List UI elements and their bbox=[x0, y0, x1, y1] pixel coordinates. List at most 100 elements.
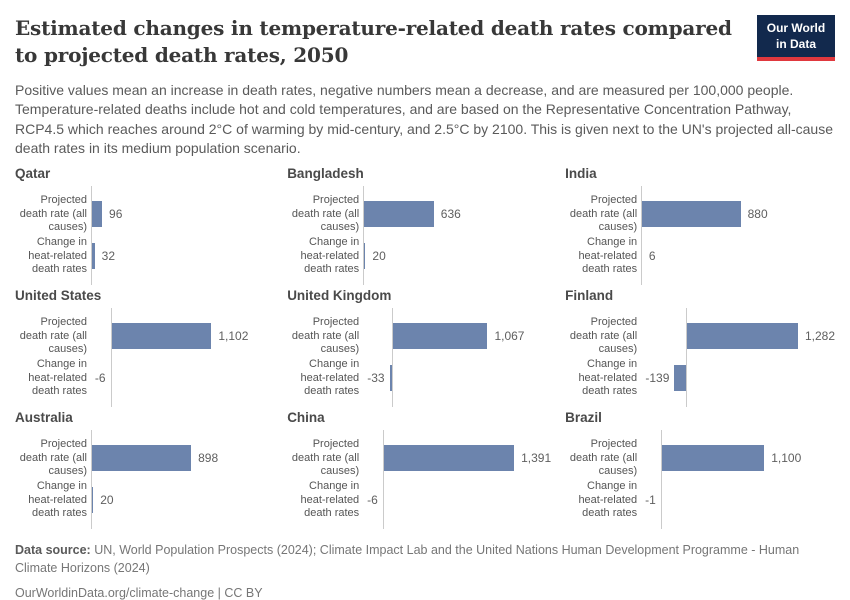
bar-category-label: Change in heat-related death rates bbox=[578, 480, 638, 519]
bar-category-label: Projected death rate (all causes) bbox=[291, 316, 360, 355]
bar[interactable] bbox=[382, 487, 384, 514]
positive-zone: 96 bbox=[91, 193, 273, 235]
bar[interactable] bbox=[91, 487, 94, 514]
country-panel: China Projected death rate (all causes) … bbox=[287, 410, 551, 530]
country-title: Bangladesh bbox=[287, 166, 364, 182]
country-title: Australia bbox=[15, 410, 73, 426]
bar-value-label: 1,067 bbox=[494, 329, 525, 344]
bar-value-label: 1,282 bbox=[804, 329, 835, 344]
bar-value-label: -1 bbox=[645, 493, 656, 508]
bar[interactable] bbox=[91, 201, 103, 228]
bar-row: Projected death rate (all causes) 636 bbox=[287, 193, 551, 235]
bar[interactable] bbox=[110, 365, 112, 392]
bar[interactable] bbox=[383, 445, 515, 472]
bar-value-label: 898 bbox=[198, 451, 219, 466]
zero-axis-line bbox=[660, 430, 662, 530]
bar-value-label: -6 bbox=[367, 493, 378, 508]
positive-zone bbox=[392, 357, 551, 399]
bar-chart: Projected death rate (all causes) 96 Cha… bbox=[15, 186, 273, 286]
bar-category-label: Change in heat-related death rates bbox=[578, 236, 638, 275]
bar-row: Projected death rate (all causes) 1,067 bbox=[287, 315, 551, 357]
negative-zone: -33 bbox=[363, 357, 393, 399]
zero-axis-line bbox=[686, 308, 688, 408]
bar-chart: Projected death rate (all causes) 898 Ch… bbox=[15, 430, 273, 530]
bar[interactable] bbox=[392, 323, 488, 350]
country-panel: Finland Projected death rate (all causes… bbox=[565, 288, 835, 408]
country-title: Qatar bbox=[15, 166, 51, 182]
bar-chart: Projected death rate (all causes) 1,102 … bbox=[15, 308, 273, 408]
positive-zone: 1,391 bbox=[383, 437, 551, 479]
country-title: China bbox=[287, 410, 325, 426]
owid-url-link[interactable]: OurWorldinData.org/climate-change bbox=[15, 585, 215, 600]
bar[interactable] bbox=[363, 201, 434, 228]
chart-subtitle: Positive values mean an increase in deat… bbox=[15, 82, 833, 156]
facet-grid: Qatar Projected death rate (all causes) … bbox=[15, 166, 835, 530]
bar-chart: Projected death rate (all causes) 1,100 … bbox=[565, 430, 835, 530]
negative-zone bbox=[641, 437, 661, 479]
bar-value-label: 1,100 bbox=[771, 451, 802, 466]
bar-category-label: Change in heat-related death rates bbox=[578, 358, 638, 397]
bar[interactable] bbox=[111, 323, 212, 350]
bar-row: Projected death rate (all causes) 1,102 bbox=[15, 315, 273, 357]
negative-zone bbox=[91, 315, 111, 357]
page-title: Estimated changes in temperature-related… bbox=[15, 16, 732, 67]
bar-value-label: 6 bbox=[648, 249, 656, 264]
bar[interactable] bbox=[91, 445, 192, 472]
country-title: United States bbox=[15, 288, 102, 304]
bar-value-label: 32 bbox=[101, 249, 116, 264]
country-panel: Brazil Projected death rate (all causes)… bbox=[565, 410, 835, 530]
bar-category-label: Projected death rate (all causes) bbox=[569, 438, 638, 477]
bar-category-label: Projected death rate (all causes) bbox=[569, 316, 638, 355]
zero-axis-line bbox=[111, 308, 113, 408]
bar-row: Projected death rate (all causes) 1,100 bbox=[565, 437, 835, 479]
bar-row: Projected death rate (all causes) 898 bbox=[15, 437, 273, 479]
positive-zone bbox=[111, 357, 273, 399]
negative-zone: -6 bbox=[363, 479, 384, 521]
license-line: OurWorldinData.org/climate-change | CC B… bbox=[15, 586, 835, 600]
bar-category-label: Projected death rate (all causes) bbox=[19, 438, 87, 477]
bar[interactable] bbox=[686, 323, 798, 350]
bar[interactable] bbox=[363, 243, 366, 270]
bar-chart: Projected death rate (all causes) 880 Ch… bbox=[565, 186, 835, 286]
bar-value-label: 20 bbox=[100, 493, 114, 508]
negative-zone: -6 bbox=[91, 357, 112, 399]
bar-row: Change in heat-related death rates 20 bbox=[287, 235, 551, 277]
data-source-label: Data source: bbox=[15, 543, 91, 558]
bar-category-label: Change in heat-related death rates bbox=[300, 236, 360, 275]
owid-logo[interactable]: Our World in Data bbox=[757, 15, 835, 62]
data-source-text: UN, World Population Prospects (2024); C… bbox=[15, 543, 800, 576]
bar[interactable] bbox=[389, 365, 393, 392]
country-panel: Bangladesh Projected death rate (all cau… bbox=[287, 166, 551, 286]
bar-row: Change in heat-related death rates -1 bbox=[565, 479, 835, 521]
bar[interactable] bbox=[674, 365, 687, 392]
bar-category-label: Projected death rate (all causes) bbox=[291, 194, 360, 233]
data-source-line: Data source: UN, World Population Prospe… bbox=[15, 541, 835, 577]
bar-chart: Projected death rate (all causes) 636 Ch… bbox=[287, 186, 551, 286]
positive-zone: 1,100 bbox=[660, 437, 835, 479]
positive-zone: 20 bbox=[363, 235, 551, 277]
owid-logo-line1: Our World bbox=[766, 21, 826, 35]
zero-axis-line bbox=[363, 186, 365, 286]
country-title: India bbox=[565, 166, 597, 182]
bar-value-label: 1,102 bbox=[218, 329, 249, 344]
bar-chart: Projected death rate (all causes) 1,282 … bbox=[565, 308, 835, 408]
cc-by-link[interactable]: CC BY bbox=[224, 585, 263, 600]
country-title: Finland bbox=[565, 288, 614, 304]
bar-value-label: 880 bbox=[747, 207, 768, 222]
positive-zone bbox=[686, 357, 835, 399]
bar-row: Change in heat-related death rates -6 bbox=[287, 479, 551, 521]
country-title: Brazil bbox=[565, 410, 602, 426]
bar-value-label: 20 bbox=[372, 249, 386, 264]
bar-category-label: Projected death rate (all causes) bbox=[19, 316, 87, 355]
zero-axis-line bbox=[91, 186, 92, 286]
bar[interactable] bbox=[641, 201, 741, 228]
bar-chart: Projected death rate (all causes) 1,067 … bbox=[287, 308, 551, 408]
positive-zone bbox=[383, 479, 551, 521]
bar[interactable] bbox=[91, 243, 95, 270]
bar[interactable] bbox=[660, 445, 765, 472]
positive-zone: 1,282 bbox=[686, 315, 835, 357]
country-panel: Qatar Projected death rate (all causes) … bbox=[15, 166, 273, 286]
bar-category-label: Change in heat-related death rates bbox=[28, 236, 87, 275]
bar-value-label: 96 bbox=[109, 207, 123, 222]
bar-row: Change in heat-related death rates 6 bbox=[565, 235, 835, 277]
